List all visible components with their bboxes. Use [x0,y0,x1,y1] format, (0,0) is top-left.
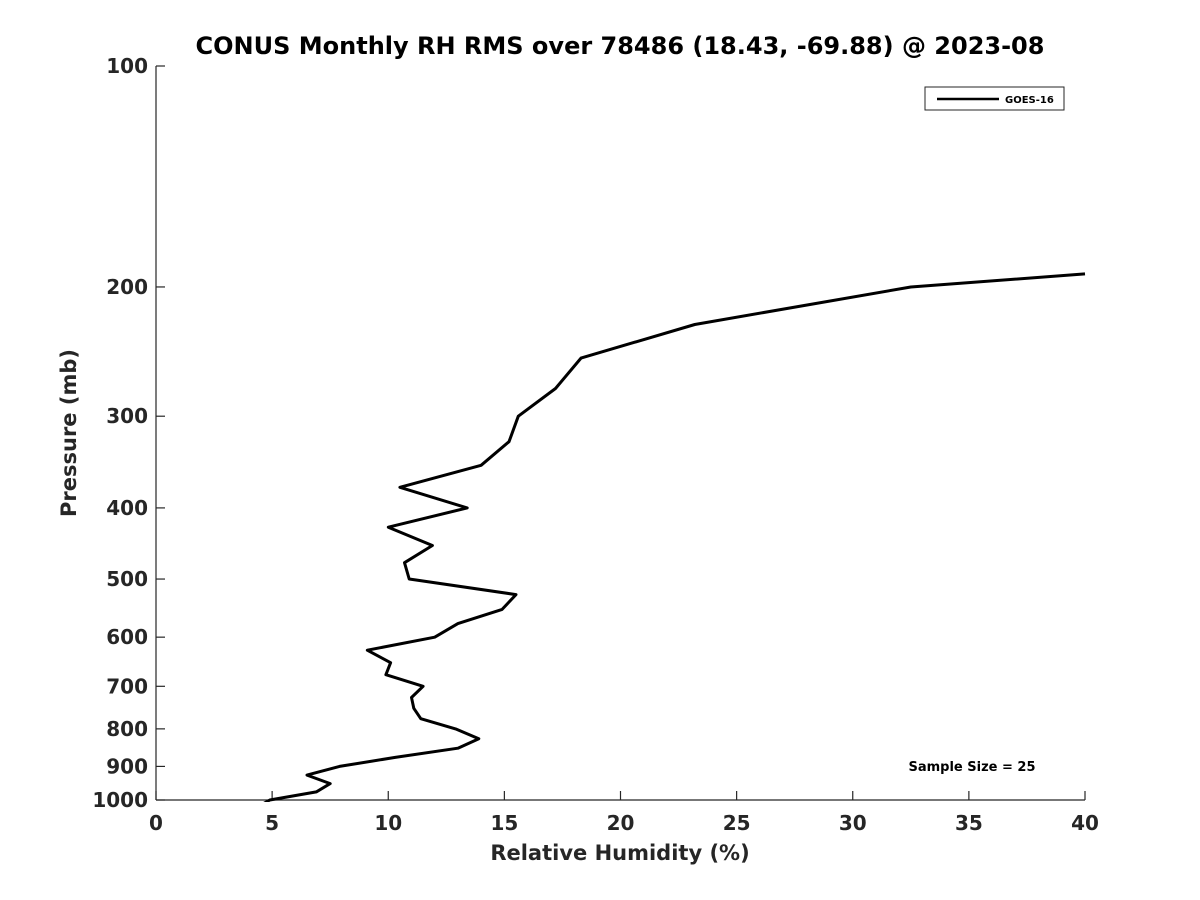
series-layer [263,272,1086,802]
y-tick-label-3: 400 [106,496,148,520]
axes [155,66,1085,801]
legend-label-goes-16: GOES-16 [1005,95,1054,106]
y-tick-label-4: 500 [106,567,148,591]
y-ticks: 100 200 300 400 500 600 700 800 900 1000 [92,54,165,812]
x-tick-label-3: 15 [490,811,518,835]
sample-size-annotation: Sample Size = 25 [908,760,1035,775]
x-tick-label-7: 35 [955,811,983,835]
x-tick-label-8: 40 [1071,811,1099,835]
x-axis-label: Relative Humidity (%) [490,841,749,865]
series-line-goes-16 [263,272,1086,802]
y-tick-label-5: 600 [106,625,148,649]
y-tick-label-1: 200 [106,275,148,299]
x-tick-label-1: 5 [265,811,279,835]
x-tick-label-0: 0 [149,811,163,835]
x-ticks: 0 5 10 15 20 25 30 35 40 [149,791,1099,835]
x-tick-label-2: 10 [374,811,402,835]
x-tick-label-6: 30 [839,811,867,835]
x-tick-label-5: 25 [723,811,751,835]
y-tick-label-7: 800 [106,717,148,741]
y-tick-label-6: 700 [106,674,148,698]
chart-title: CONUS Monthly RH RMS over 78486 (18.43, … [196,32,1045,60]
y-tick-label-8: 900 [106,754,148,778]
y-tick-label-9: 1000 [92,788,148,812]
x-tick-label-4: 20 [607,811,635,835]
y-tick-label-2: 300 [106,404,148,428]
y-tick-label-0: 100 [106,54,148,78]
legend: GOES-16 [924,86,1065,111]
y-axis-label: Pressure (mb) [57,349,81,517]
